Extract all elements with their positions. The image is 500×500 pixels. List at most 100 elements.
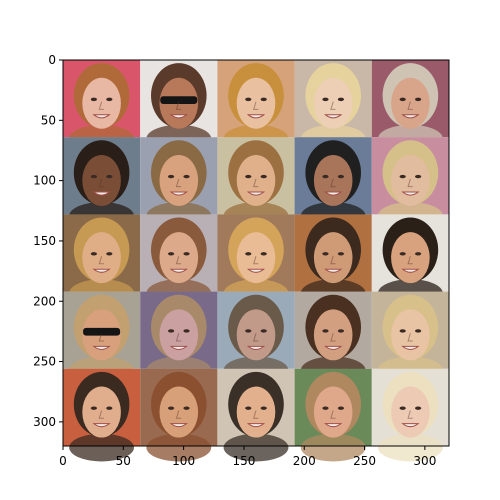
eye-shape [399, 252, 406, 256]
face-tile [140, 291, 218, 385]
y-axis: 0 50 100 150 200 250 300 [33, 53, 63, 429]
eye-shape [322, 252, 329, 256]
eye-shape [337, 329, 345, 333]
mouth-shape [401, 423, 420, 428]
y-tick-label: 0 [48, 53, 56, 67]
eye-shape [337, 174, 345, 179]
y-tick-label: 300 [33, 415, 56, 429]
eye-shape [337, 252, 345, 256]
shoulders-shape [300, 433, 366, 462]
face-tile [63, 368, 141, 462]
mouth-shape [324, 268, 343, 273]
x-tick-label: 100 [172, 454, 195, 468]
mouth-shape [401, 345, 420, 350]
face-tile [217, 291, 295, 385]
eye-shape [415, 97, 422, 102]
nose-shape [330, 410, 336, 419]
eye-shape [322, 329, 329, 333]
face-shape [391, 232, 430, 284]
face-shape [313, 309, 353, 361]
mouth-shape [401, 268, 420, 273]
eye-shape [90, 97, 97, 102]
eye-shape [167, 406, 175, 410]
nose-shape [253, 101, 259, 110]
face-shape [391, 386, 430, 438]
image-tiles [63, 60, 449, 462]
face-shape [313, 154, 353, 206]
mouth-shape [246, 268, 266, 273]
eye-shape [260, 252, 267, 256]
mouth-shape [401, 191, 420, 196]
eye-shape [183, 252, 190, 256]
nose-shape [330, 255, 336, 265]
y-tick-label: 250 [33, 355, 56, 369]
mouth-shape [169, 345, 188, 350]
nose-shape [253, 333, 259, 342]
mouth-shape [92, 191, 111, 196]
eye-shape [90, 174, 97, 179]
face-shape [236, 77, 276, 129]
nose-shape [253, 178, 259, 188]
nose-shape [253, 255, 259, 265]
face-shape [313, 77, 353, 129]
mouth-shape [324, 114, 343, 119]
face-tile [63, 291, 141, 385]
mouth-shape [92, 423, 111, 428]
mouth-shape [246, 191, 266, 196]
face-tile [63, 60, 141, 153]
face-tile [371, 137, 449, 230]
eye-shape [90, 406, 97, 410]
eye-shape [245, 406, 252, 410]
eye-shape [399, 97, 406, 102]
face-tile [294, 368, 372, 462]
eye-shape [260, 97, 267, 102]
face-shape [159, 154, 199, 206]
eye-shape [399, 174, 406, 179]
eye-shape [415, 174, 422, 179]
face-shape [82, 232, 121, 284]
x-tick-label: 300 [413, 454, 436, 468]
nose-shape [407, 410, 413, 419]
mouth-shape [169, 191, 188, 196]
nose-shape [330, 333, 336, 342]
eye-shape [245, 252, 252, 256]
eye-shape [245, 174, 252, 179]
eye-shape [106, 97, 113, 102]
y-tick-label: 100 [33, 174, 56, 188]
face-shape [236, 386, 276, 438]
mouth-shape [324, 191, 343, 196]
mouth-shape [324, 423, 343, 428]
face-tile [140, 368, 218, 462]
eye-shape [337, 406, 345, 410]
x-axis: 0 50 100 150 200 250 300 [59, 446, 436, 468]
shoulders-shape [223, 433, 289, 462]
face-shape [391, 309, 430, 361]
eye-shape [167, 174, 175, 179]
nose-shape [175, 333, 182, 342]
nose-shape [175, 255, 182, 265]
eye-shape [399, 406, 406, 410]
nose-shape [253, 410, 259, 419]
face-tile [217, 368, 295, 462]
sunglasses-icon [160, 96, 198, 105]
axes-frame [62, 59, 450, 447]
y-tick-label: 150 [33, 234, 56, 248]
face-shape [236, 232, 276, 284]
nose-shape [98, 101, 104, 110]
face-shape [391, 154, 430, 206]
face-shape [82, 77, 121, 129]
mouth-shape [246, 345, 266, 350]
mouth-shape [92, 268, 111, 273]
eye-shape [106, 252, 113, 256]
x-tick-label: 250 [353, 454, 376, 468]
nose-shape [330, 101, 336, 110]
eye-shape [90, 252, 97, 256]
eye-shape [415, 406, 422, 410]
shoulders-shape [69, 433, 135, 462]
nose-shape [407, 178, 413, 188]
nose-shape [98, 178, 104, 188]
eye-shape [322, 97, 329, 102]
nose-shape [98, 410, 104, 419]
eye-shape [245, 97, 252, 102]
nose-shape [175, 178, 182, 188]
